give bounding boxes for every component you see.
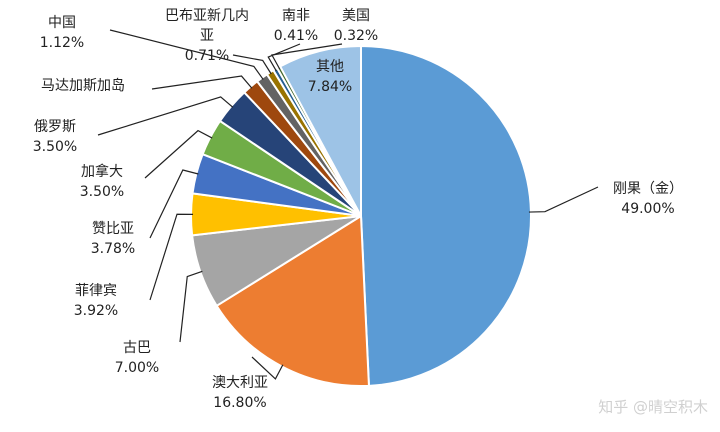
slice-label-10: 南非 0.41%: [274, 8, 318, 44]
leader-line-7: [151, 75, 253, 90]
pie-slice-12: [278, 44, 362, 217]
slice-label-6: 俄罗斯 3.50%: [33, 119, 77, 155]
slice-label-11: 美国 0.32%: [334, 8, 378, 44]
slice-label-5: 加拿大 3.50%: [80, 163, 124, 200]
slice-label-2: 古巴 7.00%: [115, 340, 159, 376]
slice-label-1: 澳大利亚 16.80%: [212, 375, 268, 411]
leader-line-5: [144, 129, 213, 179]
slice-label-9: 巴布亚新几内亚 0.71%: [165, 8, 249, 64]
slice-label-7: 马达加斯加岛: [41, 78, 125, 94]
leader-line-6: [97, 96, 234, 136]
leader-line-0: [528, 186, 599, 213]
slice-label-8: 中国 1.12%: [40, 15, 84, 51]
pie-slice-0: [360, 44, 532, 387]
leader-line-4: [149, 169, 199, 239]
leader-line-10: [267, 43, 301, 72]
leader-line-3: [149, 213, 194, 301]
leader-line-2: [179, 270, 203, 343]
leader-line-9: [232, 54, 272, 75]
slice-label-0: 刚果（金） 49.00%: [613, 181, 683, 217]
leader-line-1: [251, 356, 284, 380]
slice-label-3: 菲律宾 3.92%: [74, 283, 118, 319]
leader-line-11: [270, 43, 343, 70]
watermark: 知乎 @晴空积木: [598, 398, 708, 416]
slice-label-4: 赞比亚 3.78%: [91, 221, 135, 257]
slice-label-12: 其他 7.84%: [308, 59, 352, 95]
leader-line-8: [109, 29, 264, 80]
